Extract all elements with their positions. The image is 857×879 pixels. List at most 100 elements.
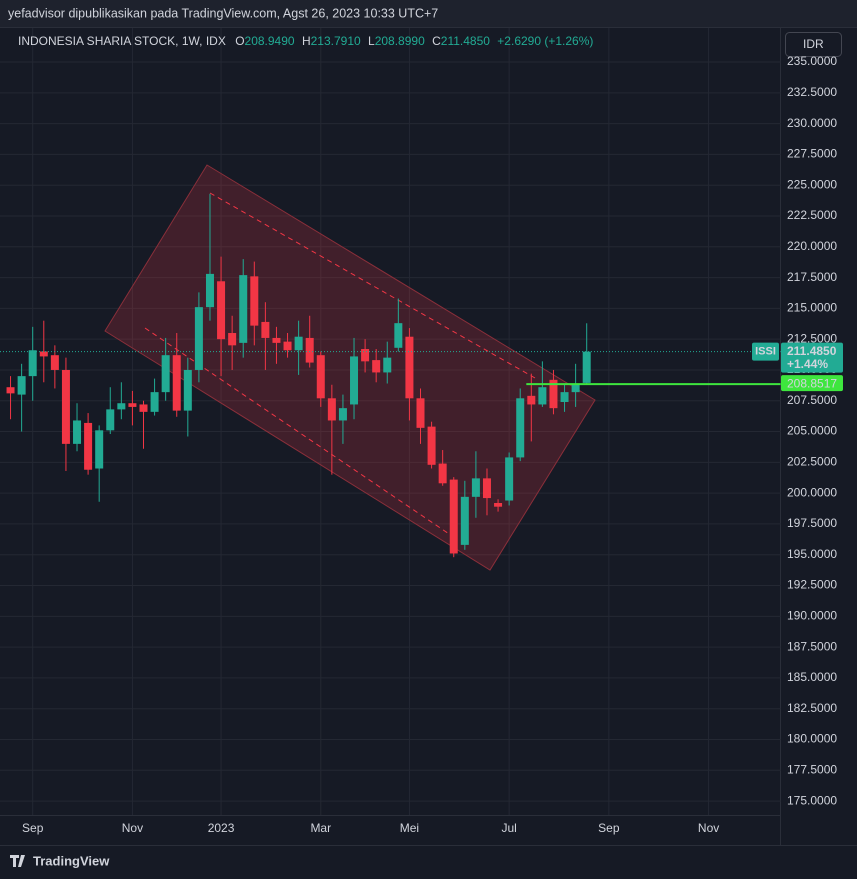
- header-bar: [0, 0, 857, 27]
- candle-body: [183, 369, 192, 411]
- candle-body: [316, 355, 325, 399]
- attribution: yefadvisor dipublikasikan pada TradingVi…: [8, 6, 438, 20]
- last-price-change: +1.44%: [787, 357, 828, 371]
- y-tick-label: 207.5000: [787, 393, 837, 407]
- candle-body: [372, 360, 381, 373]
- candle-body: [361, 349, 370, 362]
- candle-body: [172, 355, 181, 411]
- candle-body: [438, 463, 447, 484]
- candle-body: [228, 333, 237, 346]
- y-tick-label: 202.5000: [787, 455, 837, 469]
- readout-value: 208.8990: [375, 34, 425, 48]
- y-tick-label: 230.0000: [787, 116, 837, 130]
- branding: TradingView: [10, 853, 110, 868]
- x-tick-label: Jul: [501, 821, 516, 835]
- horizontal-line-box: [781, 375, 843, 392]
- last-price-box: [781, 342, 843, 373]
- y-tick-label: 195.0000: [787, 547, 837, 561]
- y-tick-label: 175.0000: [787, 793, 837, 807]
- candle-body: [39, 351, 48, 357]
- candle-body: [471, 478, 480, 497]
- y-tick-label: 235.0000: [787, 54, 837, 68]
- x-tick-label: Sep: [22, 821, 44, 835]
- candle-body: [416, 398, 425, 428]
- y-tick-label: 197.5000: [787, 516, 837, 530]
- currency-button-label[interactable]: IDR: [803, 37, 824, 51]
- candle-body: [383, 357, 392, 373]
- y-tick-label: 200.0000: [787, 485, 837, 499]
- y-tick-label: 217.5000: [787, 270, 837, 284]
- candle-body: [84, 422, 93, 470]
- readout-change: +2.6290 (+1.26%): [497, 34, 593, 48]
- brand-name: TradingView: [33, 853, 110, 868]
- candle-body: [516, 398, 525, 458]
- candle-body: [582, 351, 591, 383]
- candle-body: [6, 387, 15, 394]
- candle-body: [305, 337, 314, 363]
- readout-key: O: [235, 34, 244, 48]
- candle-body: [261, 321, 270, 338]
- candle-body: [28, 350, 37, 377]
- candle-body: [61, 369, 70, 444]
- y-tick-label: 182.5000: [787, 701, 837, 715]
- candle-body: [117, 403, 126, 410]
- candle-body: [139, 404, 148, 412]
- y-tick-label: 215.0000: [787, 301, 837, 315]
- candle-body: [394, 323, 403, 348]
- y-tick-label: 212.5000: [787, 331, 837, 345]
- readout-value: 213.7910: [311, 34, 361, 48]
- x-tick-label: Sep: [598, 821, 620, 835]
- candle-body: [95, 430, 104, 469]
- candle-body: [538, 387, 547, 405]
- logo: [10, 855, 25, 867]
- y-tick-label: 222.5000: [787, 208, 837, 222]
- y-tick-label: 232.5000: [787, 85, 837, 99]
- candle-body: [205, 273, 214, 308]
- plot: [0, 193, 781, 558]
- x-tick-label: Nov: [122, 821, 143, 835]
- candle-body: [527, 395, 536, 405]
- y-tick-label: 205.0000: [787, 424, 837, 438]
- currency-button[interactable]: [785, 32, 842, 57]
- y-tick-label: 180.0000: [787, 732, 837, 746]
- symbol-tag: [752, 342, 779, 361]
- horizontal-line-label: 208.8517: [787, 376, 837, 390]
- last-price-label: 211.4850: [787, 344, 837, 358]
- y-tick-label: 192.5000: [787, 578, 837, 592]
- candle-body: [405, 336, 414, 399]
- candle-body: [327, 398, 336, 421]
- candle-body: [449, 479, 458, 554]
- candle-body: [217, 281, 226, 340]
- candle-body: [283, 341, 292, 351]
- y-tick-label: 220.0000: [787, 239, 837, 253]
- readout-value: 208.9490: [245, 34, 295, 48]
- candle-body: [571, 383, 580, 393]
- y-tick-label: 227.5000: [787, 147, 837, 161]
- symbol-title: INDONESIA SHARIA STOCK, 1W, IDX: [18, 34, 226, 48]
- candle-body: [350, 356, 359, 405]
- y-tick-label: 177.5000: [787, 762, 837, 776]
- x-tick-label: Nov: [698, 821, 719, 835]
- candle-body: [150, 392, 159, 412]
- y-tick-label: 190.0000: [787, 608, 837, 622]
- y-tick-label: 225.0000: [787, 177, 837, 191]
- y-tick-label: 185.0000: [787, 670, 837, 684]
- candle-body: [505, 457, 514, 501]
- x-tick-label: Mar: [310, 821, 331, 835]
- candle-body: [560, 392, 569, 402]
- candle-body: [106, 409, 115, 431]
- candle-body: [494, 502, 503, 507]
- candle-body: [482, 478, 491, 499]
- readout-key: H: [302, 34, 311, 48]
- symbol-tag-label: ISSI: [755, 346, 776, 358]
- x-tick-label: 2023: [208, 821, 235, 835]
- candle-body: [50, 355, 59, 370]
- y-tick-label: 187.5000: [787, 639, 837, 653]
- readout-value: 211.4850: [441, 34, 490, 48]
- candle-body: [272, 337, 281, 343]
- readout-key: L: [368, 34, 375, 48]
- candle-body: [128, 403, 137, 407]
- candle-body: [250, 276, 259, 326]
- candle-body: [161, 355, 170, 393]
